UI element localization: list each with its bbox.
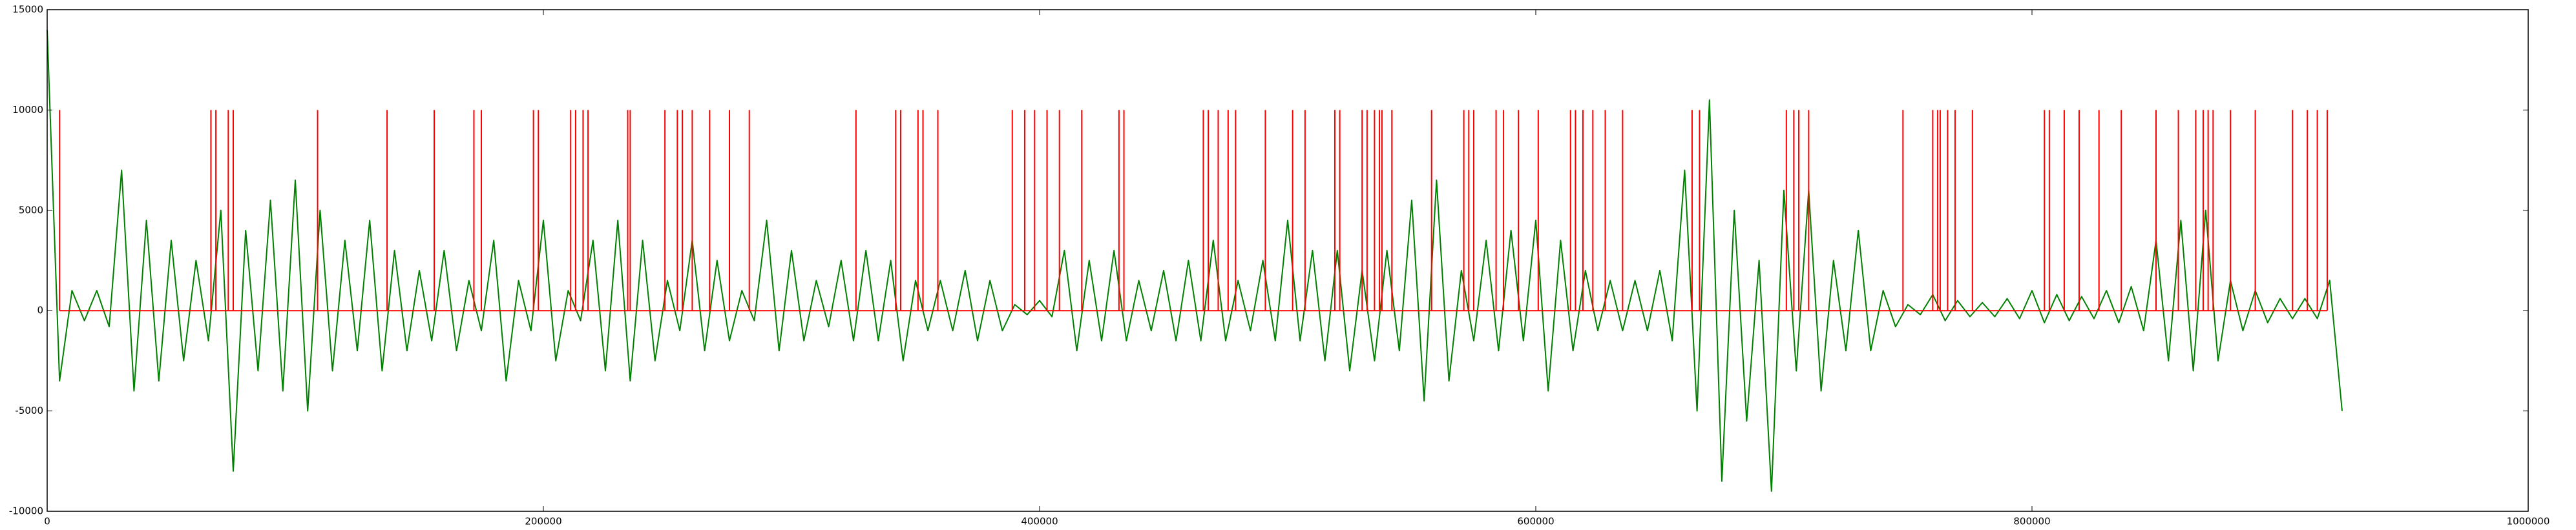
y-tick-label: 10000: [12, 104, 43, 116]
marks: [47, 30, 2343, 492]
y-tick-label: 0: [37, 305, 43, 316]
plot-area: [47, 10, 2528, 511]
y-tick-label: 5000: [19, 204, 43, 216]
x-tick-label: 400000: [1021, 516, 1058, 527]
x-tick-label: 1000000: [2507, 516, 2550, 527]
x-tick-label: 800000: [2013, 516, 2050, 527]
x-tick-label: 600000: [1517, 516, 1554, 527]
plot-frame: [47, 9, 2529, 512]
y-tick-label: 15000: [12, 4, 43, 15]
y-tick-label: -10000: [9, 505, 43, 517]
waveform: [47, 30, 2343, 492]
y-tick-label: -5000: [15, 405, 43, 416]
x-tick-label: 0: [44, 516, 50, 527]
x-tick-label: 200000: [525, 516, 561, 527]
